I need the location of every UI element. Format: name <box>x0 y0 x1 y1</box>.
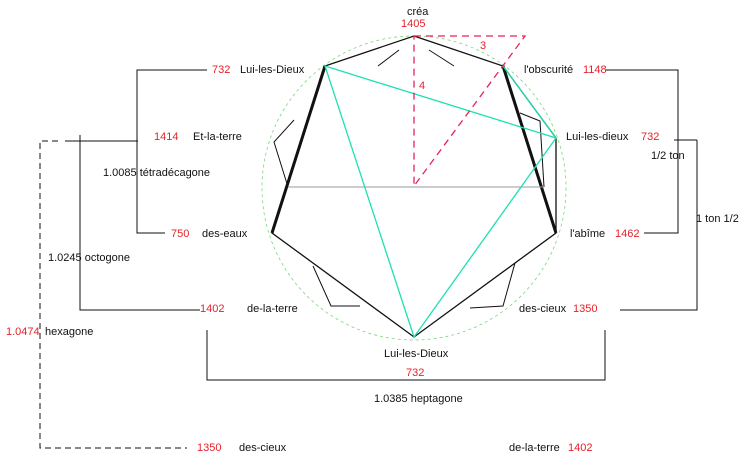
star-point-upper-right <box>519 112 545 188</box>
triangle-label-4: 4 <box>419 80 425 92</box>
triangle-label-3: 3 <box>480 40 486 52</box>
bracket-tetradecagone <box>136 69 207 234</box>
left-value-1414: 1414 <box>154 131 178 143</box>
cyan-chord-2 <box>502 65 557 139</box>
right-lui-les-dieux: Lui-les-dieux <box>566 131 629 143</box>
star-point-top <box>377 49 400 67</box>
right-value-1350: 1350 <box>573 303 597 315</box>
left-value-750: 750 <box>171 228 189 240</box>
bottom-value-1402: 1402 <box>568 442 592 454</box>
right-des-cieux: des-cieux <box>519 303 567 315</box>
right-value-732: 732 <box>641 131 659 143</box>
bracket-heptagone <box>206 330 606 381</box>
crea-value: 1405 <box>401 18 425 30</box>
label-hexagone: hexagone <box>45 326 93 338</box>
thick-side-left <box>270 65 327 234</box>
star-point-lower-right <box>469 262 516 309</box>
bracket-ton-un-demi <box>620 140 698 311</box>
label-octogone: 1.0245 octogone <box>48 252 130 264</box>
label-ton-un-demi: 1 ton 1/2 <box>696 213 739 225</box>
bottom-de-la-terre: de-la-terre <box>509 442 560 454</box>
bracket-octogone <box>79 135 200 311</box>
bottom-lui-les-dieux: Lui-les-Dieux <box>384 348 449 360</box>
cyan-chord-path <box>323 65 558 338</box>
star-point-top-right <box>428 49 455 67</box>
bracket-hexagone <box>39 140 187 449</box>
star-point-upper-left <box>273 119 295 188</box>
crea-label: créa <box>407 6 429 18</box>
bracket-demi-ton <box>605 69 679 234</box>
pink-triangle <box>413 35 527 188</box>
left-de-la-terre: de-la-terre <box>247 303 298 315</box>
bottom-des-cieux: des-cieux <box>239 442 287 454</box>
label-tetradecagone: 1.0085 tétradécagone <box>103 167 210 179</box>
right-abime: l'abîme <box>570 228 605 240</box>
thick-side-right <box>501 65 558 234</box>
left-et-la-terre: Et-la-terre <box>193 131 242 143</box>
left-value-1402: 1402 <box>200 303 224 315</box>
left-des-eaux: des-eaux <box>202 228 248 240</box>
label-heptagone: 1.0385 heptagone <box>374 393 463 405</box>
left-lui-les-dieux: Lui-les-Dieux <box>240 64 305 76</box>
left-value-1474: 1.0474 <box>6 326 40 338</box>
bottom-value-732: 732 <box>406 367 424 379</box>
right-value-1148: 1148 <box>583 64 607 76</box>
bottom-value-1350: 1350 <box>197 442 221 454</box>
right-value-1462: 1462 <box>615 228 639 240</box>
left-value-732: 732 <box>212 64 230 76</box>
right-obscurite: l'obscurité <box>524 64 573 76</box>
label-demi-ton: 1/2 ton <box>651 150 685 162</box>
star-point-lower-left <box>312 265 360 307</box>
